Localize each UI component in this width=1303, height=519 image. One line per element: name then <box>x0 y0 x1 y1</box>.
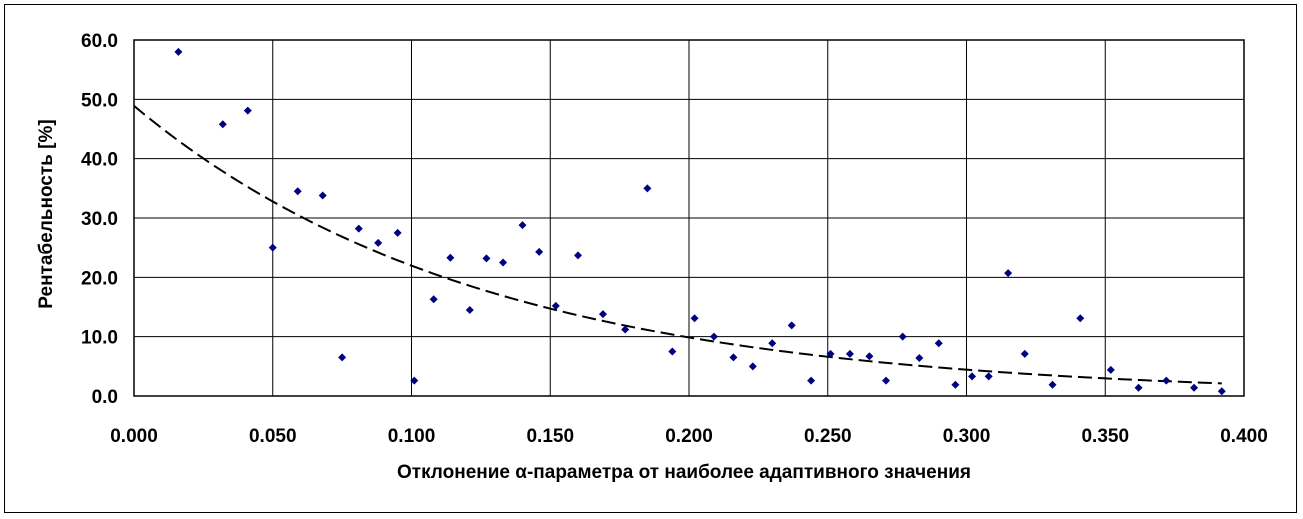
data-point <box>551 301 560 310</box>
data-point <box>499 258 508 267</box>
data-point <box>598 310 607 319</box>
data-point <box>243 106 252 115</box>
data-point <box>465 305 474 314</box>
data-point <box>268 243 277 252</box>
y-axis-title: Рентабельность [%] <box>36 119 57 308</box>
x-tick-label: 0.150 <box>526 426 574 447</box>
data-point <box>951 380 960 389</box>
y-tick-label: 10.0 <box>81 328 118 349</box>
data-point <box>338 353 347 362</box>
data-point <box>482 254 491 263</box>
data-point <box>535 247 544 256</box>
plot-area-border <box>133 39 1245 397</box>
data-point <box>748 362 757 371</box>
data-point <box>1190 383 1199 392</box>
data-point <box>729 353 738 362</box>
data-points <box>174 47 1226 396</box>
data-point <box>1134 383 1143 392</box>
data-point <box>865 352 874 361</box>
data-point <box>709 332 718 341</box>
data-point <box>1217 387 1226 396</box>
data-point <box>984 372 993 381</box>
trendline <box>133 105 1222 385</box>
data-point <box>690 314 699 323</box>
data-point <box>807 376 816 385</box>
x-tick-label: 0.400 <box>1220 426 1268 447</box>
y-tick-label: 20.0 <box>81 268 118 289</box>
x-tick-label: 0.000 <box>110 426 158 447</box>
data-point <box>1048 380 1057 389</box>
data-point <box>354 224 363 233</box>
data-point <box>787 321 796 330</box>
data-point <box>845 349 854 358</box>
x-tick-label: 0.300 <box>943 426 991 447</box>
data-point <box>410 376 419 385</box>
data-point <box>898 332 907 341</box>
data-point <box>1162 376 1171 385</box>
data-point <box>393 228 402 237</box>
data-point <box>826 349 835 358</box>
data-point <box>446 253 455 262</box>
data-point <box>882 376 891 385</box>
data-point <box>429 295 438 304</box>
y-tick-labels: 0.0 10.0 20.0 30.0 40.0 50.0 60.0 <box>81 31 118 408</box>
data-point <box>374 238 383 247</box>
data-point <box>968 372 977 381</box>
y-tick-label: 40.0 <box>81 150 118 171</box>
grid-lines <box>133 39 1245 397</box>
data-point <box>1106 365 1115 374</box>
y-tick-label: 30.0 <box>81 209 118 230</box>
x-tick-label: 0.350 <box>1081 426 1129 447</box>
x-tick-label: 0.250 <box>804 426 852 447</box>
data-point <box>643 184 652 193</box>
x-tick-label: 0.100 <box>388 426 436 447</box>
y-tick-label: 50.0 <box>81 90 118 111</box>
data-point <box>1004 269 1013 278</box>
y-tick-label: 60.0 <box>81 31 118 52</box>
x-axis-title: Отклонение α-параметра от наиболее адапт… <box>397 462 971 483</box>
x-tick-label: 0.050 <box>249 426 297 447</box>
data-point <box>218 120 227 129</box>
data-point <box>915 354 924 363</box>
data-point <box>768 339 777 348</box>
data-point <box>318 191 327 200</box>
data-point <box>1076 314 1085 323</box>
data-point <box>174 47 183 56</box>
x-tick-labels: 0.000 0.050 0.100 0.150 0.200 0.250 0.300 0.350… <box>110 426 1268 447</box>
data-point <box>518 221 527 230</box>
data-point <box>1020 349 1029 358</box>
data-point <box>668 347 677 356</box>
data-point <box>574 251 582 260</box>
data-point <box>621 325 630 334</box>
chart-frame <box>4 4 1297 513</box>
x-tick-label: 0.200 <box>665 426 713 447</box>
data-point <box>293 187 302 196</box>
data-point <box>934 339 943 348</box>
y-tick-label: 0.0 <box>92 387 118 408</box>
